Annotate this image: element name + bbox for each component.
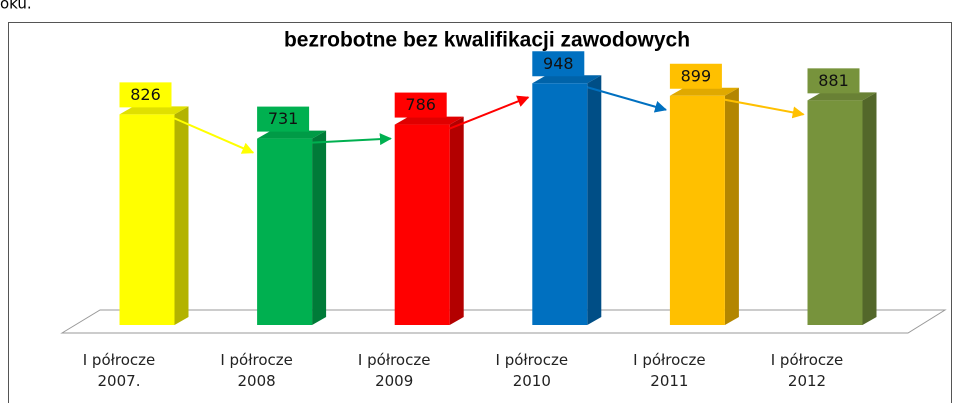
frame: [8, 22, 952, 403]
value-label-box: [669, 63, 722, 89]
chart-title: bezrobotne bez kwalifikacji zawodowych: [284, 29, 690, 52]
bar-top: [119, 106, 189, 115]
bar: [669, 95, 725, 325]
value-label-box: [394, 92, 447, 118]
bar-top: [394, 116, 464, 125]
x-tick-label: I półrocze 2007.: [82, 351, 156, 390]
value-label: 881: [818, 71, 849, 90]
value-label: 899: [681, 66, 712, 85]
bar-side: [862, 92, 877, 325]
bar-top: [257, 130, 327, 139]
value-label-box: [532, 51, 585, 77]
x-tick-label: I półrocze 2011: [633, 351, 706, 390]
bar-side: [312, 130, 327, 325]
x-tick-label: I półrocze 2009: [357, 351, 431, 390]
bar: [807, 100, 863, 325]
bar-top: [669, 87, 739, 96]
value-label-box: [807, 68, 860, 94]
bar-side: [174, 106, 189, 326]
value-label: 826: [130, 85, 161, 104]
trend-arrow: [312, 133, 392, 146]
trend-arrow: [174, 117, 255, 154]
bar-top: [532, 75, 602, 84]
bar-side: [449, 116, 464, 325]
trend-arrow: [587, 86, 668, 113]
caption-fragment: oku.: [0, 0, 32, 13]
bar: [119, 114, 175, 326]
x-tick-label: I półrocze 2010: [495, 351, 569, 390]
bar-top: [807, 92, 877, 101]
x-tick-label: I półrocze 2008: [220, 351, 293, 390]
bar-side: [587, 75, 602, 325]
value-label: 786: [405, 95, 436, 114]
value-label-box: [257, 106, 310, 132]
trend-arrow: [449, 95, 530, 130]
value-label-box: [119, 82, 172, 108]
value-label: 948: [543, 54, 574, 73]
bar-side: [724, 87, 739, 325]
bar: [394, 124, 450, 325]
bar: [532, 83, 588, 325]
x-tick-label: I półrocze 2012: [770, 351, 844, 390]
bar: [257, 138, 313, 325]
value-label: 731: [268, 109, 299, 128]
trend-arrow: [724, 98, 805, 119]
